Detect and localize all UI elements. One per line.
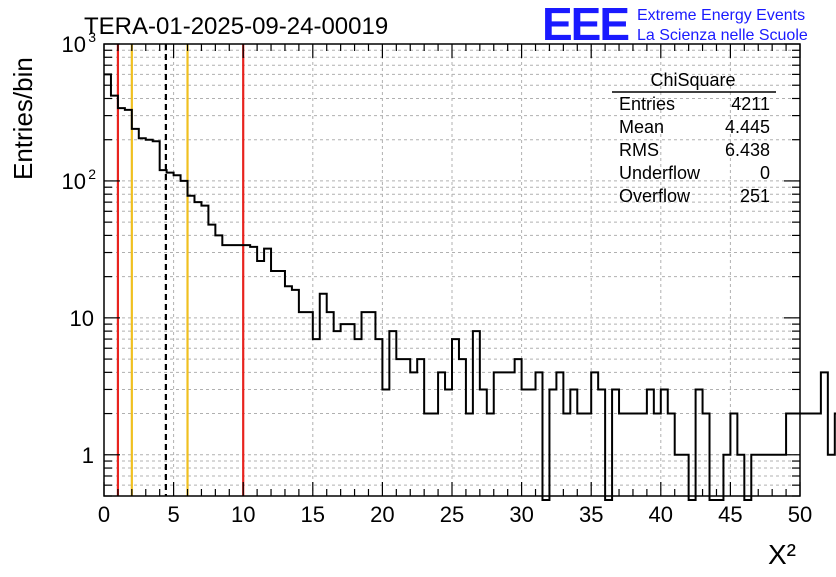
y-tick-label: 10	[62, 32, 86, 57]
y-tick-label-exponent: 2	[88, 166, 96, 182]
x-tick-label: 10	[231, 502, 255, 527]
x-tick-label: 25	[440, 502, 464, 527]
axis-ticks	[103, 43, 801, 497]
chart-title: TERA-01-2025-09-24-00019	[84, 13, 388, 40]
y-tick-label: 10	[70, 306, 94, 331]
logo-line-1: Extreme Energy Events	[637, 7, 805, 24]
x-tick-label: 30	[509, 502, 533, 527]
stats-rows: Entries 4211 Mean 4.445 RMS 6.438 Underflow 0 Ov…	[619, 94, 770, 206]
x-tick-labels: 0 5 10 15 20 25 30 35 40 45 50	[98, 502, 812, 527]
x-tick-label: 50	[788, 502, 812, 527]
y-axis-label: Entries/bin	[8, 57, 38, 180]
stats-box: ChiSquare Entries 4211 Mean 4.445 RMS 6.438 Un…	[612, 70, 776, 206]
histogram-line	[104, 73, 836, 501]
x-tick-label: 20	[370, 502, 394, 527]
x-tick-label: 40	[649, 502, 673, 527]
logo-line-2: La Scienza nelle Scuole	[637, 27, 808, 44]
x-tick-label: 45	[718, 502, 742, 527]
x-tick-label: 0	[98, 502, 110, 527]
stats-value: 4.445	[725, 117, 770, 137]
reference-lines	[116, 44, 245, 496]
stats-value: 6.438	[725, 140, 770, 160]
x-axis-label: X²	[768, 539, 796, 570]
stats-value: 251	[740, 186, 770, 206]
x-tick-label: 5	[167, 502, 179, 527]
logo-mark: EEE	[542, 0, 628, 50]
stats-label: Overflow	[619, 186, 691, 206]
stats-label: Entries	[619, 94, 675, 114]
y-tick-label-exponent: 3	[88, 29, 96, 45]
stats-value: 0	[760, 163, 770, 183]
eee-logo: EEE Extreme Energy Events La Scienza nel…	[542, 0, 808, 50]
stats-label: RMS	[619, 140, 659, 160]
stats-label: Underflow	[619, 163, 701, 183]
stats-name: ChiSquare	[650, 70, 735, 90]
stats-label: Mean	[619, 117, 664, 137]
x-tick-label: 15	[301, 502, 325, 527]
stats-value: 4211	[731, 94, 770, 114]
x-tick-label: 35	[579, 502, 603, 527]
y-tick-label: 10	[62, 169, 86, 194]
y-tick-label: 1	[82, 443, 94, 468]
